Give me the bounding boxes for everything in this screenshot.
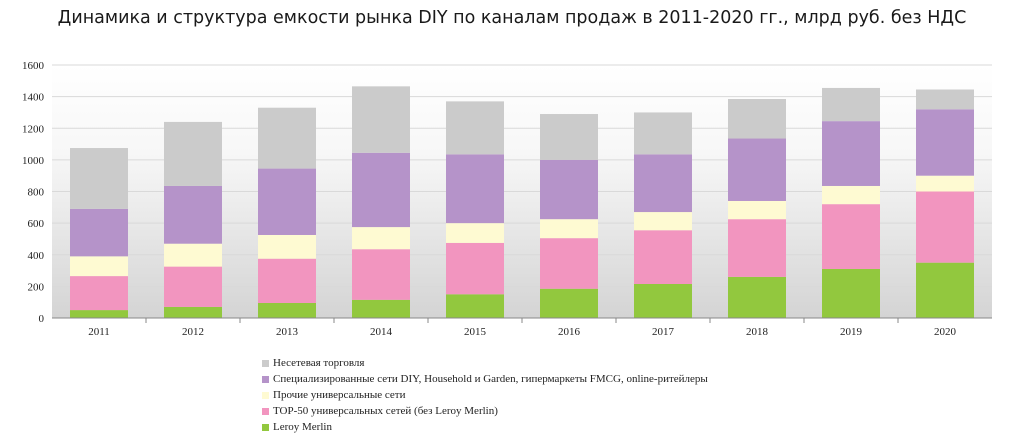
bar-segment xyxy=(70,256,128,277)
legend-label: Несетевая торговля xyxy=(273,357,365,369)
bar-segment xyxy=(916,262,974,318)
bar-segment xyxy=(728,98,786,139)
bar-segment xyxy=(258,168,316,235)
bar-segment xyxy=(164,185,222,244)
chart-title: Динамика и структура емкости рынка DIY п… xyxy=(57,8,967,28)
bar-segment xyxy=(822,121,880,186)
y-tick-label: 1600 xyxy=(22,60,45,72)
bar-segment xyxy=(258,107,316,169)
legend-item: TOP-50 универсальных сетей (без Leroy Me… xyxy=(262,403,708,419)
bar-segment xyxy=(916,175,974,192)
legend: Несетевая торговля Специализированные сет… xyxy=(262,355,708,435)
legend-item: Специализированные сети DIY, Household и… xyxy=(262,371,708,387)
y-axis-ticks: 0 200 400 600 800 1000 1200 1400 1600 xyxy=(22,60,45,325)
bar-segment xyxy=(728,138,786,201)
x-tick-label: 2017 xyxy=(652,326,675,338)
y-tick-label: 1000 xyxy=(22,155,45,167)
x-tick-label: 2020 xyxy=(934,326,957,338)
bar-segment xyxy=(916,109,974,176)
bar-segment xyxy=(70,208,128,257)
bar-segment xyxy=(916,89,974,110)
bar-segment xyxy=(634,230,692,285)
bar-segment xyxy=(164,121,222,186)
bar-segment xyxy=(352,227,410,250)
bar-segment xyxy=(446,223,504,243)
x-axis-ticks: 2011 2012 2013 2014 2015 2016 2017 2018 2019 2020 xyxy=(88,318,957,338)
x-tick-label: 2016 xyxy=(558,326,581,338)
x-tick-label: 2014 xyxy=(370,326,393,338)
bar-segment xyxy=(352,152,410,228)
bar-segment xyxy=(164,266,222,307)
bar-segment xyxy=(634,212,692,231)
bar-segment xyxy=(258,234,316,259)
x-tick-label: 2015 xyxy=(464,326,487,338)
legend-label: Специализированные сети DIY, Household и… xyxy=(273,373,708,385)
bar-segment xyxy=(446,294,504,318)
bar-segment xyxy=(634,112,692,155)
legend-swatch xyxy=(262,391,269,399)
legend-swatch xyxy=(262,375,269,383)
x-tick-label: 2011 xyxy=(88,326,110,338)
bar-segment xyxy=(822,268,880,318)
x-tick-label: 2019 xyxy=(840,326,863,338)
bar-segment xyxy=(728,200,786,220)
bar-segment xyxy=(540,219,598,239)
bar-segment xyxy=(258,302,316,318)
bar-segment xyxy=(70,310,128,318)
legend-label: Leroy Merlin xyxy=(273,421,332,433)
bar-segment xyxy=(352,299,410,318)
bar-segment xyxy=(352,86,410,153)
y-tick-label: 1400 xyxy=(22,92,45,104)
bar-segment xyxy=(540,238,598,289)
bar-segment xyxy=(258,258,316,303)
legend-item: Прочие универсальные сети xyxy=(262,387,708,403)
x-tick-label: 2013 xyxy=(276,326,299,338)
bar-segment xyxy=(822,87,880,122)
bar-segment xyxy=(916,191,974,263)
bar-segment xyxy=(352,249,410,300)
x-tick-label: 2018 xyxy=(746,326,769,338)
bar-segment xyxy=(70,148,128,209)
bar-segment xyxy=(728,219,786,277)
bar-segment xyxy=(634,154,692,213)
bar-segment xyxy=(446,101,504,155)
bar-segment xyxy=(540,114,598,160)
legend-item: Несетевая торговля xyxy=(262,355,708,371)
bar-segment xyxy=(446,154,504,224)
legend-swatch xyxy=(262,359,269,367)
y-tick-label: 0 xyxy=(39,313,45,325)
bar-segment xyxy=(822,204,880,269)
legend-item: Leroy Merlin xyxy=(262,419,708,435)
bars xyxy=(70,86,974,318)
x-tick-label: 2012 xyxy=(182,326,204,338)
y-tick-label: 1200 xyxy=(22,123,45,135)
legend-label: Прочие универсальные сети xyxy=(273,389,406,401)
legend-swatch xyxy=(262,423,269,431)
bar-segment xyxy=(70,276,128,311)
bar-segment xyxy=(634,284,692,318)
bar-segment xyxy=(164,243,222,267)
y-tick-label: 800 xyxy=(28,187,45,199)
legend-swatch xyxy=(262,407,269,415)
bar-segment xyxy=(446,242,504,295)
y-tick-label: 400 xyxy=(28,250,45,262)
legend-label: TOP-50 универсальных сетей (без Leroy Me… xyxy=(273,405,498,417)
bar-segment xyxy=(822,185,880,205)
bar-segment xyxy=(540,288,598,318)
y-tick-label: 600 xyxy=(28,218,45,230)
bar-segment xyxy=(540,159,598,220)
bar-segment xyxy=(728,276,786,318)
bar-segment xyxy=(164,306,222,318)
y-tick-label: 200 xyxy=(28,281,45,293)
